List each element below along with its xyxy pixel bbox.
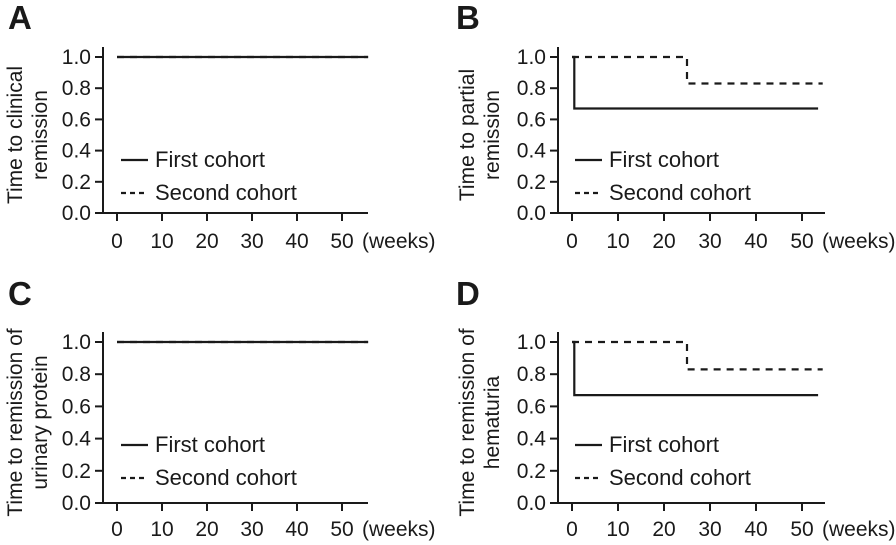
y-tick-label: 0.8 bbox=[62, 363, 91, 386]
y-axis-title-line: Time to clinical bbox=[4, 66, 27, 204]
y-tick-label: 0.8 bbox=[517, 77, 546, 100]
panel-letter-d: D bbox=[456, 275, 480, 312]
y-axis-title-line: Time to remission of bbox=[456, 328, 479, 516]
y-tick-label: 0.4 bbox=[62, 428, 92, 451]
legend-label: Second cohort bbox=[155, 465, 297, 490]
x-tick-label: 10 bbox=[606, 230, 629, 253]
x-tick-label: 20 bbox=[195, 230, 218, 253]
y-tick-label: 1.0 bbox=[62, 46, 91, 69]
y-tick-label: 0.2 bbox=[62, 171, 91, 194]
y-tick-label: 0.2 bbox=[517, 460, 546, 483]
panel-letter-c: C bbox=[8, 275, 32, 312]
x-tick-label: 20 bbox=[652, 518, 675, 541]
y-tick-label: 1.0 bbox=[517, 46, 546, 69]
x-tick-label: 40 bbox=[744, 518, 767, 541]
panel-b: B 1.0 0.8 0.6 0.4 0.2 0.0 0 10 20 30 40 50 (weeks) Ti… bbox=[448, 0, 896, 273]
x-tick-label: 50 bbox=[790, 230, 813, 253]
y-tick-label: 0.4 bbox=[62, 140, 92, 163]
y-tick-label: 0.6 bbox=[517, 108, 546, 131]
y-tick-label: 0.6 bbox=[62, 395, 91, 418]
panel-letter-a: A bbox=[8, 0, 32, 36]
y-axis-title-line: urinary protein bbox=[29, 355, 52, 489]
y-tick-label: 0.4 bbox=[517, 428, 547, 451]
y-tick-label: 0.0 bbox=[62, 492, 91, 515]
x-tick-label: 30 bbox=[240, 518, 263, 541]
curve-second-cohort bbox=[572, 340, 823, 371]
legend-label: First cohort bbox=[609, 147, 719, 172]
x-tick-label: 50 bbox=[790, 518, 813, 541]
x-tick-label: 0 bbox=[111, 230, 123, 253]
y-tick-label: 1.0 bbox=[517, 331, 546, 354]
y-tick-label: 0.8 bbox=[62, 77, 91, 100]
y-tick-label: 0.4 bbox=[517, 140, 547, 163]
y-tick-label: 1.0 bbox=[62, 331, 91, 354]
x-tick-label: 30 bbox=[698, 230, 721, 253]
x-tick-label: 10 bbox=[606, 518, 629, 541]
panel-a: A 1.0 0.8 0.6 0.4 0.2 0.0 0 10 20 30 40 50 (weeks) Ti… bbox=[0, 0, 448, 273]
x-tick-label: 10 bbox=[150, 518, 173, 541]
x-tick-label: 10 bbox=[150, 230, 173, 253]
y-tick-label: 0.0 bbox=[62, 202, 91, 225]
y-axis-title-line: Time to partial bbox=[456, 69, 479, 201]
y-axis-title-line: remission bbox=[29, 90, 52, 180]
x-tick-label: 50 bbox=[330, 230, 353, 253]
x-tick-label: 40 bbox=[285, 230, 308, 253]
survival-plot-c: 1.0 0.8 0.6 0.4 0.2 0.0 0 10 20 30 40 50 (weeks) Time… bbox=[4, 328, 436, 541]
y-tick-label: 0.2 bbox=[517, 171, 546, 194]
survival-plot-b: 1.0 0.8 0.6 0.4 0.2 0.0 0 10 20 30 40 50 (weeks) Time… bbox=[456, 46, 896, 253]
legend-label: First cohort bbox=[155, 147, 265, 172]
y-tick-label: 0.8 bbox=[517, 363, 546, 386]
x-unit-label: (weeks) bbox=[822, 230, 896, 253]
y-axis-title-line: hematuria bbox=[481, 375, 504, 469]
x-tick-label: 30 bbox=[240, 230, 263, 253]
x-unit-label: (weeks) bbox=[362, 230, 436, 253]
legend-label: First cohort bbox=[155, 432, 265, 457]
x-tick-label: 0 bbox=[566, 230, 578, 253]
x-tick-label: 20 bbox=[652, 230, 675, 253]
x-tick-label: 50 bbox=[330, 518, 353, 541]
y-tick-label: 0.0 bbox=[517, 202, 546, 225]
legend-label: First cohort bbox=[609, 432, 719, 457]
y-axis-title-line: remission bbox=[481, 90, 504, 180]
legend-label: Second cohort bbox=[609, 180, 751, 205]
x-unit-label: (weeks) bbox=[822, 518, 896, 541]
y-tick-label: 0.6 bbox=[62, 108, 91, 131]
x-tick-label: 20 bbox=[195, 518, 218, 541]
panel-d: D 1.0 0.8 0.6 0.4 0.2 0.0 0 10 20 30 40 50 (weeks) Ti… bbox=[448, 272, 896, 545]
x-tick-label: 30 bbox=[698, 518, 721, 541]
y-tick-label: 0.0 bbox=[517, 492, 546, 515]
y-tick-label: 0.2 bbox=[62, 460, 91, 483]
x-unit-label: (weeks) bbox=[362, 518, 436, 541]
curve-first-cohort bbox=[572, 55, 819, 110]
panel-letter-b: B bbox=[456, 0, 480, 36]
curve-second-cohort bbox=[572, 55, 823, 85]
panel-c: C 1.0 0.8 0.6 0.4 0.2 0.0 0 10 20 30 40 50 (weeks) Ti… bbox=[0, 272, 448, 545]
x-tick-label: 0 bbox=[566, 518, 578, 541]
x-tick-label: 40 bbox=[744, 230, 767, 253]
x-tick-label: 40 bbox=[285, 518, 308, 541]
survival-plot-a: 1.0 0.8 0.6 0.4 0.2 0.0 0 10 20 30 40 50 (weeks) Time… bbox=[4, 46, 436, 253]
curve-first-cohort bbox=[572, 340, 819, 397]
legend-label: Second cohort bbox=[609, 465, 751, 490]
y-axis-title-line: Time to remission of bbox=[4, 328, 27, 516]
legend-label: Second cohort bbox=[155, 180, 297, 205]
survival-plot-d: 1.0 0.8 0.6 0.4 0.2 0.0 0 10 20 30 40 50 (weeks) Time… bbox=[456, 328, 896, 541]
y-tick-label: 0.6 bbox=[517, 395, 546, 418]
x-tick-label: 0 bbox=[111, 518, 123, 541]
